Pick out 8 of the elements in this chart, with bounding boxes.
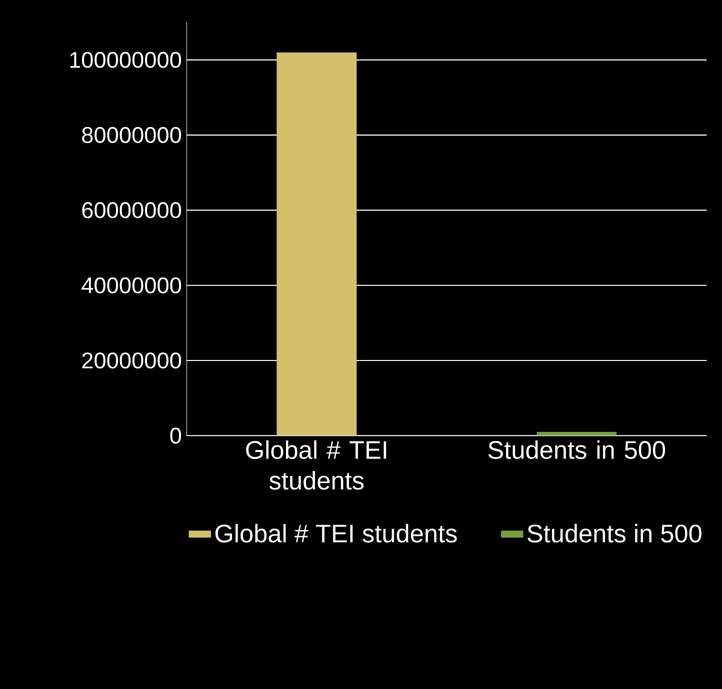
y-tick-label: 100000000 [70, 52, 182, 68]
y-tick-label: 20000000 [82, 352, 182, 369]
y-tick-label: 80000000 [82, 127, 182, 144]
y-tick-label: 60000000 [82, 202, 182, 218]
legend-label: Students in 500 [528, 524, 702, 543]
y-tick-label: 0 [170, 428, 182, 444]
y-tick-label: 40000000 [82, 277, 182, 294]
legend-label: Global # TEI students [215, 524, 457, 543]
